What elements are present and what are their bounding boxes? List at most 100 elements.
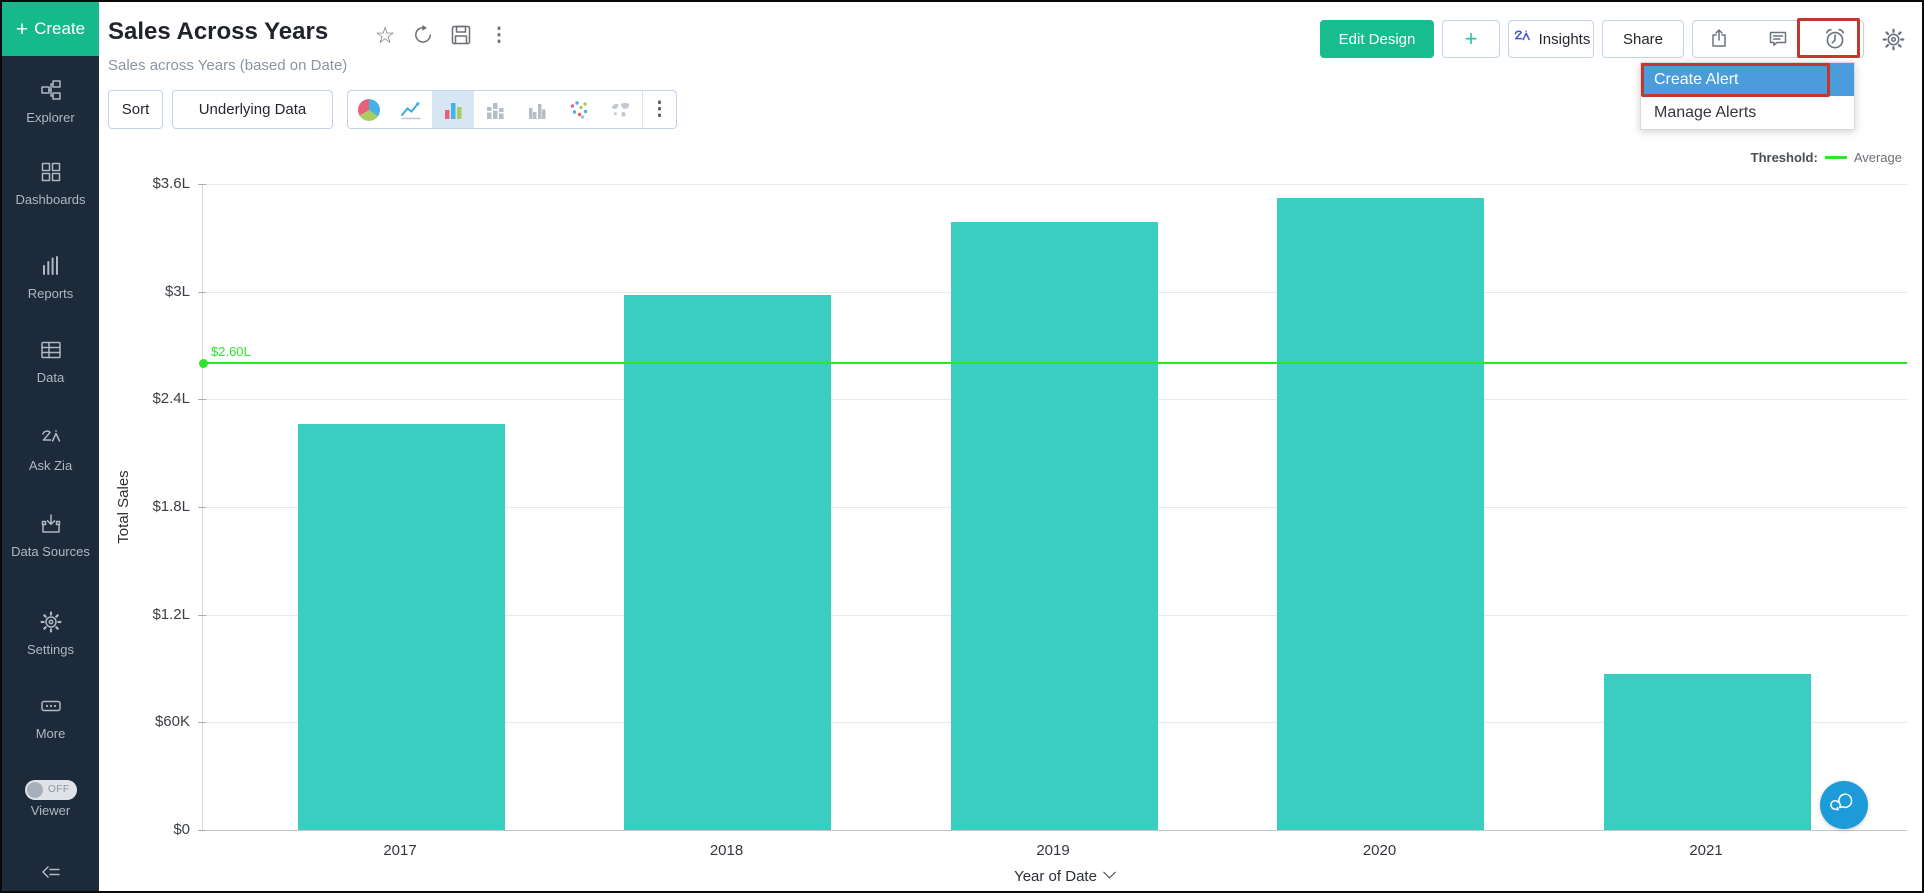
y-tick-label: $0 — [173, 821, 190, 838]
chart-more-kebab-icon[interactable]: ⋮ — [642, 91, 676, 128]
x-axis-title-label: Year of Date — [1014, 868, 1097, 885]
bar-2020[interactable] — [1277, 198, 1484, 830]
sidebar-item-more[interactable]: More — [2, 694, 99, 742]
kebab-menu-icon[interactable]: ⋮ — [489, 24, 509, 46]
insights-button[interactable]: Insights — [1508, 20, 1594, 58]
y-tick-label: $1.8L — [152, 498, 190, 515]
gridline — [203, 184, 1907, 185]
title-actions: ☆ ⋮ — [372, 22, 512, 48]
sidebar-item-data-sources[interactable]: Data Sources — [2, 512, 99, 560]
y-tick-label: $3L — [164, 282, 190, 300]
edit-design-button[interactable]: Edit Design — [1320, 20, 1434, 58]
pie-chart-icon[interactable] — [348, 91, 390, 128]
comment-icon[interactable] — [1750, 21, 1807, 57]
y-tick-mark — [198, 614, 206, 616]
ellipsis-icon — [39, 700, 63, 722]
zia-icon — [39, 430, 63, 454]
y-tick-label: $2.4L — [152, 390, 190, 408]
y-tick-mark — [198, 830, 206, 831]
sidebar-item-dashboards[interactable]: Dashboards — [2, 160, 99, 208]
x-axis-line — [203, 830, 1907, 831]
refresh-icon[interactable] — [410, 22, 436, 48]
threshold-dot — [199, 358, 208, 368]
chat-bubbles-icon — [1830, 789, 1858, 822]
y-tick-mark — [198, 399, 206, 401]
sidebar-item-explorer[interactable]: Explorer — [2, 78, 99, 126]
sidebar-item-label: Data Sources — [11, 544, 90, 559]
menu-item-create-alert[interactable]: Create Alert — [1641, 63, 1854, 96]
y-tick-mark — [198, 722, 206, 724]
settings-gear-icon[interactable] — [1876, 24, 1910, 54]
bar-2017[interactable] — [297, 424, 505, 830]
toggle-knob — [26, 782, 43, 798]
sidebar-item-settings[interactable]: Settings — [2, 610, 99, 658]
map-chart-icon[interactable] — [600, 91, 642, 128]
x-tick-label: 2018 — [709, 842, 744, 859]
line-chart-icon[interactable] — [390, 91, 432, 128]
stacked-bar-icon[interactable] — [474, 91, 516, 128]
sidebar: + Create Explorer Dashboards Reports Dat… — [2, 2, 99, 891]
chat-assistant-button[interactable] — [1820, 781, 1868, 829]
create-button[interactable]: + Create — [2, 2, 99, 56]
save-icon[interactable] — [448, 22, 474, 48]
x-axis-title[interactable]: Year of Date — [954, 865, 1174, 885]
sidebar-item-label: Reports — [27, 286, 74, 301]
gear-icon — [39, 611, 63, 638]
table-icon — [39, 341, 63, 366]
sidebar-item-label: Ask Zia — [28, 458, 73, 473]
sidebar-item-label: More — [35, 726, 66, 741]
y-tick-mark — [198, 291, 206, 293]
x-tick-label: 2020 — [1362, 842, 1397, 859]
sidebar-item-label: Explorer — [26, 110, 75, 125]
sidebar-item-reports[interactable]: Reports — [2, 254, 99, 302]
bar-2018[interactable] — [624, 295, 831, 830]
sort-button[interactable]: Sort — [108, 90, 163, 129]
add-button[interactable]: + — [1442, 20, 1500, 58]
viewer-toggle[interactable]: OFF — [24, 780, 77, 800]
edit-design-label: Edit Design — [1338, 30, 1416, 48]
grid-icon — [39, 162, 63, 188]
sidebar-collapse-button[interactable] — [2, 860, 99, 889]
menu-item-manage-alerts[interactable]: Manage Alerts — [1654, 103, 1757, 121]
sort-label: Sort — [121, 101, 150, 118]
page-title: Sales Across Years — [108, 18, 329, 45]
bar-2021[interactable] — [1603, 673, 1811, 830]
threshold-line-swatch — [1824, 156, 1847, 159]
grouped-bar-icon[interactable] — [516, 91, 558, 128]
viewer-toggle-item: OFF Viewer — [2, 780, 99, 819]
bar-chart-icon-selected[interactable] — [432, 91, 474, 128]
scatter-plot-icon[interactable] — [558, 91, 600, 128]
share-button[interactable]: Share — [1602, 20, 1684, 58]
chart-plot-area: $2.60L — [199, 184, 1907, 831]
alert-clock-icon[interactable] — [1806, 21, 1863, 57]
plus-icon: + — [15, 17, 29, 41]
sidebar-item-label: Viewer — [30, 803, 71, 818]
x-tick-label: 2021 — [1689, 842, 1723, 859]
sidebar-item-label: Settings — [27, 642, 74, 657]
share-label: Share — [1622, 30, 1664, 48]
zia-insights-icon — [1512, 27, 1532, 51]
sidebar-item-data[interactable]: Data — [2, 338, 99, 386]
y-tick-label: $3.6L — [152, 175, 190, 192]
import-icon — [39, 514, 63, 540]
threshold-value-label: $2.60L — [211, 344, 251, 360]
insights-label: Insights — [1538, 30, 1591, 48]
sidebar-item-label: Dashboards — [15, 192, 86, 207]
bar-2019[interactable] — [950, 221, 1158, 830]
toggle-state-label: OFF — [48, 784, 70, 795]
alert-dropdown-menu: Create Alert Manage Alerts — [1640, 62, 1855, 130]
y-tick-mark — [198, 184, 206, 185]
collapse-arrow-icon — [38, 866, 64, 888]
sidebar-item-label: Data — [36, 370, 65, 385]
export-icon[interactable] — [1693, 21, 1750, 57]
add-icon: + — [1464, 26, 1478, 51]
sidebar-item-ask-zia[interactable]: Ask Zia — [2, 426, 99, 474]
chevron-down-icon — [1103, 865, 1116, 879]
underlying-data-button[interactable]: Underlying Data — [172, 90, 333, 129]
favorite-star-icon[interactable]: ☆ — [374, 21, 396, 48]
x-tick-label: 2017 — [383, 842, 417, 859]
page-subtitle: Sales across Years (based on Date) — [108, 57, 348, 74]
legend-threshold-label: Threshold: — [1750, 150, 1818, 165]
threshold-line[interactable] — [203, 362, 1907, 365]
